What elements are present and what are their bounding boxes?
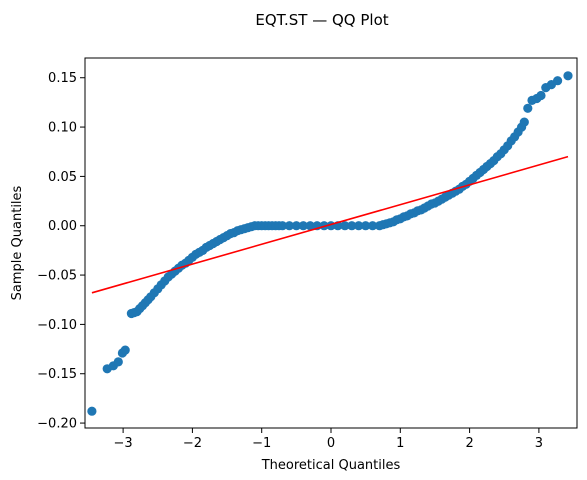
qq-point bbox=[563, 71, 573, 81]
qq-point bbox=[120, 345, 130, 355]
y-tick-label: 0.05 bbox=[48, 170, 77, 185]
qq-point bbox=[347, 221, 357, 231]
plot-area-frame bbox=[84, 57, 578, 429]
qq-point bbox=[277, 221, 288, 231]
qq-point bbox=[284, 221, 294, 231]
qq-point bbox=[536, 90, 546, 101]
qq-point bbox=[368, 221, 378, 231]
x-tick-label: −1 bbox=[252, 436, 271, 451]
y-axis-label: Sample Quantiles bbox=[10, 185, 25, 300]
qq-point bbox=[523, 103, 533, 113]
qq-point bbox=[361, 221, 371, 231]
qq-point bbox=[340, 221, 350, 231]
qq-point bbox=[87, 406, 97, 416]
qq-point bbox=[305, 221, 315, 231]
qq-point bbox=[553, 76, 563, 86]
x-tick-label: −3 bbox=[114, 436, 133, 451]
x-axis-label: Theoretical Quantiles bbox=[261, 458, 401, 473]
qq-point bbox=[519, 117, 529, 127]
y-axis: −0.20 −0.15 −0.10 −0.05 0.00 0.05 0.10 0.15 bbox=[37, 71, 85, 432]
reference-line bbox=[91, 155, 569, 294]
plot-marks bbox=[87, 71, 573, 416]
x-axis: −3 −2 −1 0 1 2 3 bbox=[114, 428, 543, 451]
y-tick-label: 0.15 bbox=[48, 71, 77, 86]
qq-point bbox=[291, 221, 301, 231]
y-tick-label: −0.15 bbox=[37, 367, 77, 382]
y-tick-label: −0.10 bbox=[37, 318, 77, 333]
qq-point bbox=[354, 221, 364, 231]
y-tick-label: −0.20 bbox=[37, 417, 77, 432]
y-tick-label: 0.10 bbox=[48, 121, 77, 136]
qq-point bbox=[113, 357, 123, 367]
x-tick-label: 3 bbox=[535, 436, 543, 451]
qq-point bbox=[298, 221, 308, 231]
x-tick-label: 2 bbox=[465, 436, 473, 451]
y-tick-label: −0.05 bbox=[37, 269, 77, 284]
x-tick-label: 1 bbox=[396, 436, 404, 451]
x-tick-label: −2 bbox=[183, 436, 202, 451]
x-tick-label: 0 bbox=[327, 436, 335, 451]
chart-title: EQT.ST — QQ Plot bbox=[255, 11, 388, 29]
y-tick-label: 0.00 bbox=[48, 219, 77, 234]
